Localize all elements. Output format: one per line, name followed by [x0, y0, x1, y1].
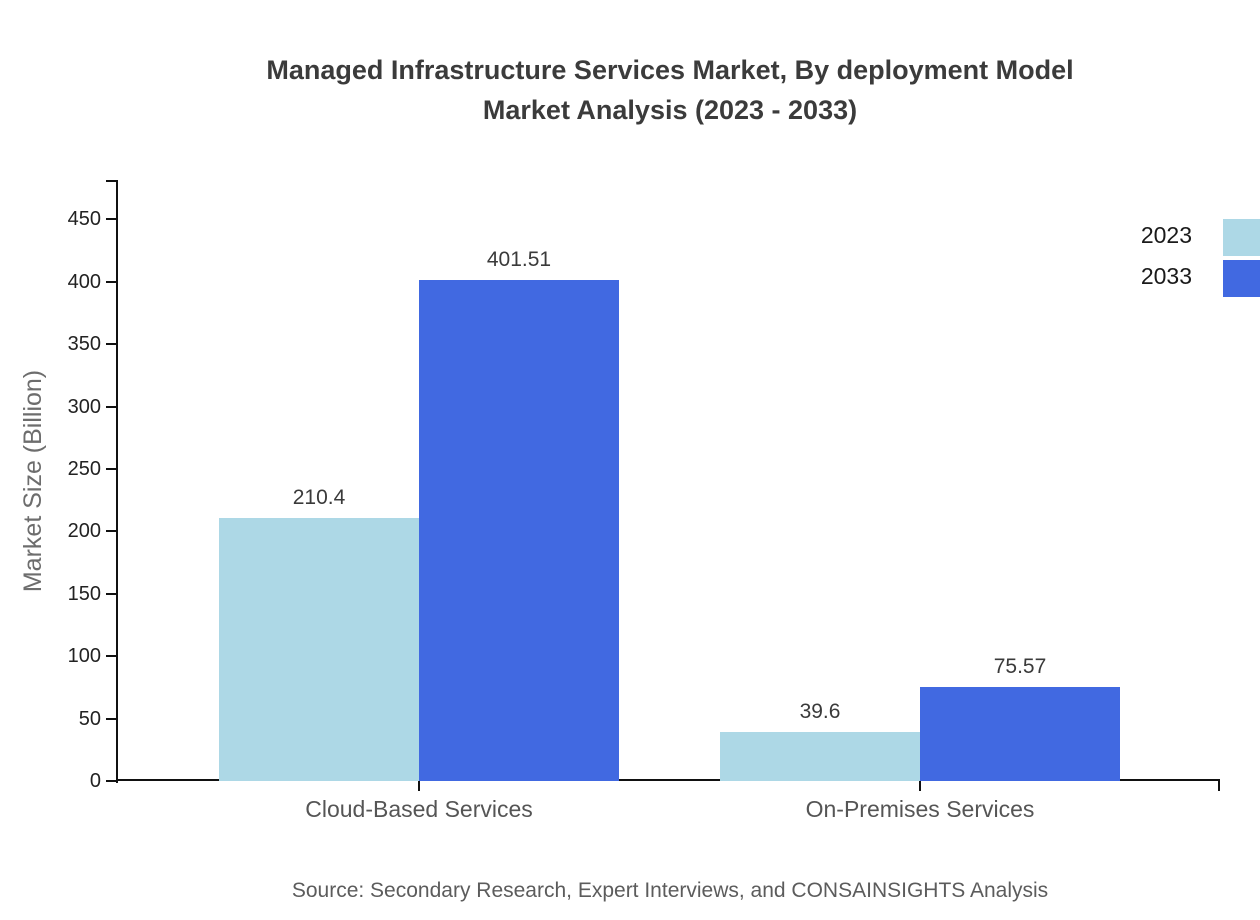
- legend-swatch-2023: [1223, 219, 1260, 256]
- y-tick-label: 300: [67, 395, 101, 418]
- bar-2023-2: [720, 731, 920, 781]
- y-tick: [106, 218, 116, 221]
- bar-value-label: 210.4: [292, 486, 346, 510]
- x-category-label: Cloud-Based Services: [305, 796, 533, 822]
- x-tick: [418, 781, 420, 791]
- bar-2023-1: [219, 518, 419, 781]
- y-tick-label: 400: [67, 270, 101, 293]
- bar-value-label: 39.6: [799, 699, 841, 723]
- bar-2033-2: [920, 686, 1120, 781]
- bar-2033-1: [419, 279, 619, 781]
- y-axis-end-tick: [106, 180, 116, 182]
- legend-label-2023: 2023: [1140, 222, 1192, 248]
- y-tick: [106, 468, 116, 470]
- y-tick: [106, 405, 116, 408]
- y-tick-label: 0: [89, 770, 101, 792]
- y-tick-label: 200: [67, 520, 101, 543]
- x-category-label: On-Premises Services: [805, 796, 1035, 822]
- y-tick-label: 450: [67, 208, 101, 231]
- y-tick-label: 150: [67, 582, 101, 605]
- x-axis-line: [116, 779, 1220, 781]
- y-tick: [106, 530, 116, 533]
- y-tick: [106, 717, 116, 720]
- y-tick: [106, 655, 116, 658]
- y-tick-label: 50: [78, 707, 101, 730]
- y-tick: [106, 343, 116, 346]
- x-axis-end-tick: [1218, 781, 1220, 791]
- y-axis-line: [116, 180, 118, 783]
- chart-title-line2: Market Analysis (2023 - 2033): [482, 95, 858, 125]
- x-tick: [919, 781, 921, 791]
- legend-swatch-2033: [1223, 260, 1260, 297]
- chart-title: Managed Infrastructure Services Market, …: [80, 50, 1260, 130]
- chart-title-line1: Managed Infrastructure Services Market, …: [266, 55, 1074, 85]
- source-note: Source: Secondary Research, Expert Inter…: [291, 879, 1049, 902]
- bar-value-label: 75.57: [993, 654, 1047, 678]
- bar-value-label: 401.51: [486, 247, 552, 271]
- y-tick-label: 350: [67, 333, 101, 356]
- y-tick-label: 250: [67, 458, 101, 480]
- y-tick-label: 100: [67, 645, 101, 668]
- y-tick: [106, 592, 116, 595]
- legend-label-2033: 2033: [1140, 263, 1192, 289]
- y-tick: [106, 280, 116, 283]
- y-tick: [106, 780, 116, 782]
